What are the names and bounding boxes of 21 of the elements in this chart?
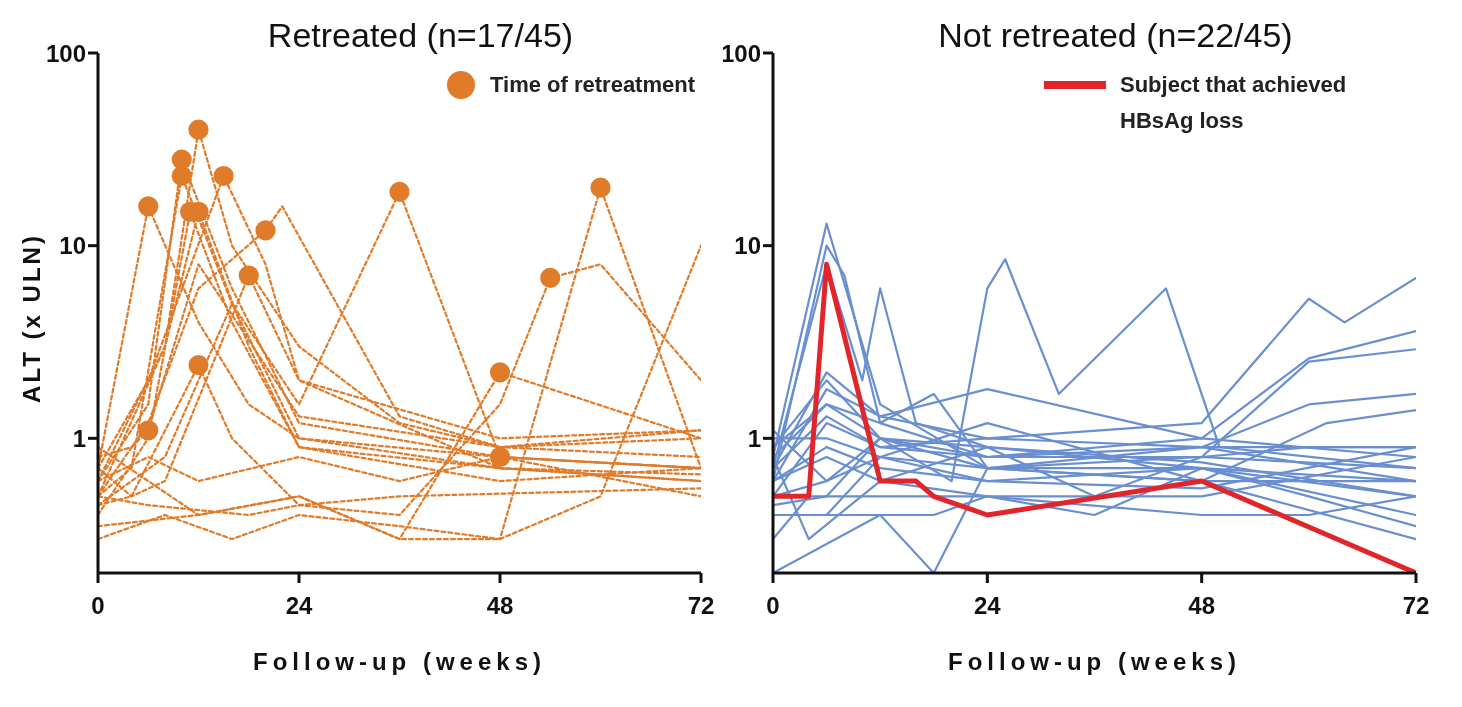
y-tick-label: 1 [72,424,86,452]
y-tick-label: 10 [59,232,86,260]
legend-label: Time of retreatment [490,71,695,99]
x-axis-title: Follow-up (weeks) [947,648,1242,676]
chart-title: Retreated (n=17/45) [267,16,574,54]
chart-title: Not retreated (n=22/45) [937,16,1294,55]
y-tick-label: 100 [720,39,761,67]
x-tick-label: 24 [285,592,313,620]
x-tick-label: 0 [766,592,780,620]
y-tick-label: 10 [734,232,761,260]
x-tick-label: 0 [91,592,105,620]
x-axis-title: Follow-up (weeks) [252,648,547,676]
y-tick-label: 100 [45,39,86,67]
y-tick-label: 1 [747,424,761,452]
legend-label: Subject that achieved HBsAg loss [1120,71,1348,135]
x-tick-label: 48 [1188,592,1216,620]
x-tick-label: 24 [973,592,1002,620]
x-tick-label: 48 [486,592,514,620]
x-tick-label: 72 [1402,592,1430,620]
x-tick-label: 72 [687,592,715,620]
y-axis-title: ALT (x ULN) [18,233,46,403]
